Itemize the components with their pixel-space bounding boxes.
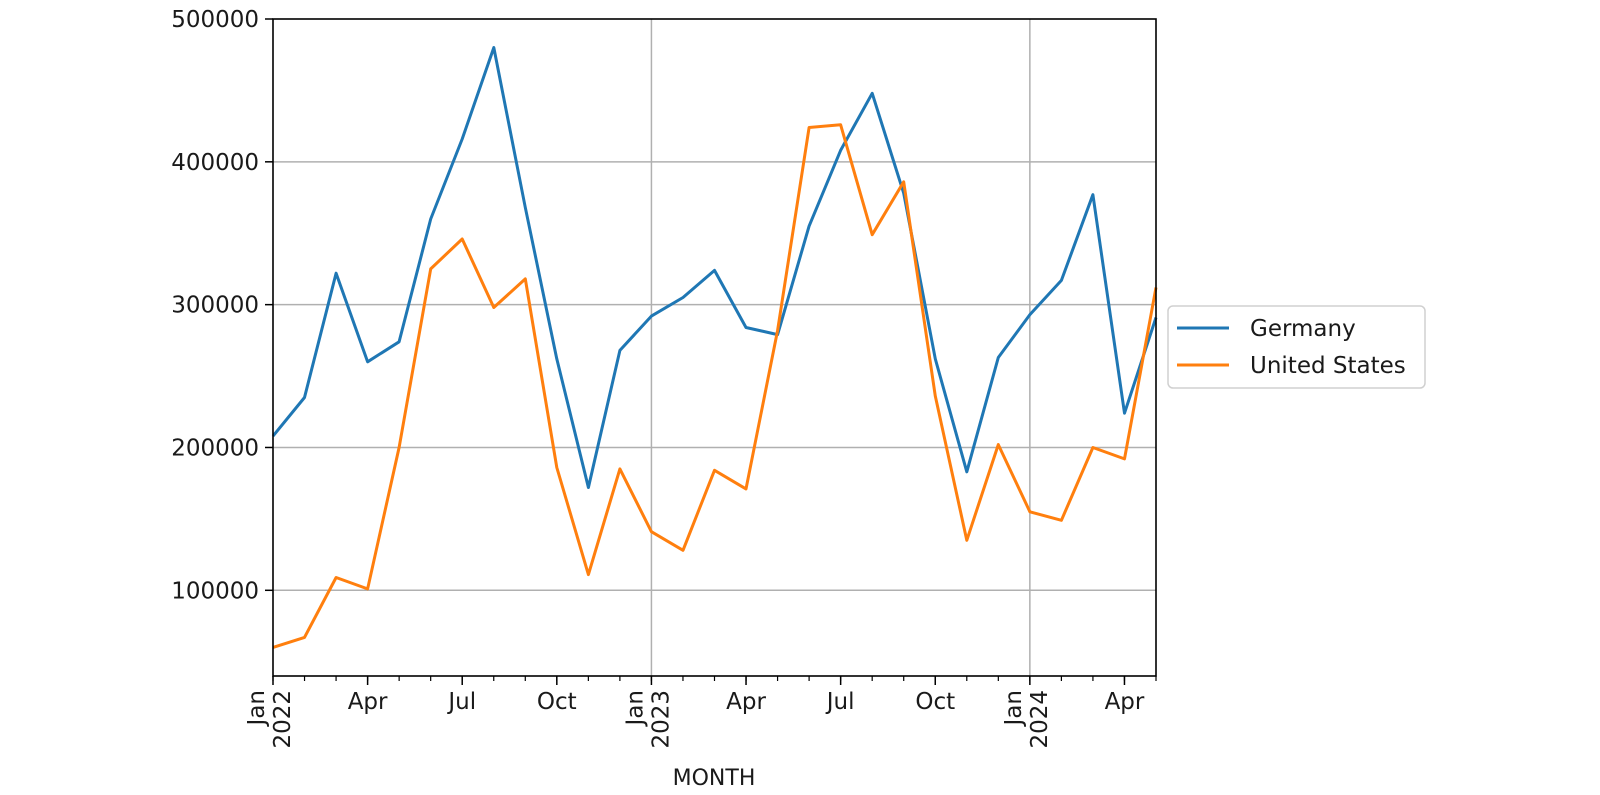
x-tick-label: Apr [348,689,388,715]
x-tick-label: Oct [915,689,955,715]
y-tick-label: 100000 [171,578,259,604]
x-tick-label: Jul [446,689,476,715]
legend-box [1167,305,1426,389]
y-tick-label: 300000 [171,293,259,319]
legend-label: Germany [1250,316,1356,342]
y-tick-label: 500000 [171,7,259,33]
y-tick-label: 400000 [171,150,259,176]
y-axis: 100000 200000 300000 400000 500000 [171,7,273,604]
legend-label: United States [1250,353,1406,379]
legend: Germany United States [1167,305,1426,389]
x-tick-label: Apr [1105,689,1145,715]
series-layer [271,46,1158,649]
x-tick-label: Jul [825,689,855,715]
plot-frame [272,18,1157,677]
x-tick-label-year: 2022 [270,690,296,749]
series-line-germany [271,46,1158,489]
x-axis: Jan 2022 Apr Jul Oct Jan 2023 Apr Jul Oct Jan 2024 A… [244,676,1157,749]
y-tick-label: 200000 [171,435,259,461]
x-tick-label-year: 2024 [1027,690,1053,749]
grid-lines [273,19,1156,676]
x-tick-label: Apr [726,689,766,715]
x-axis-label: MONTH [673,766,756,791]
x-tick-label: Jan [622,690,648,727]
series-line-united-states [272,123,1158,649]
x-tick-label-year: 2023 [648,690,674,749]
x-tick-label: Jan [1001,690,1027,727]
x-tick-label: Oct [537,689,577,715]
x-tick-label: Jan [244,690,270,727]
